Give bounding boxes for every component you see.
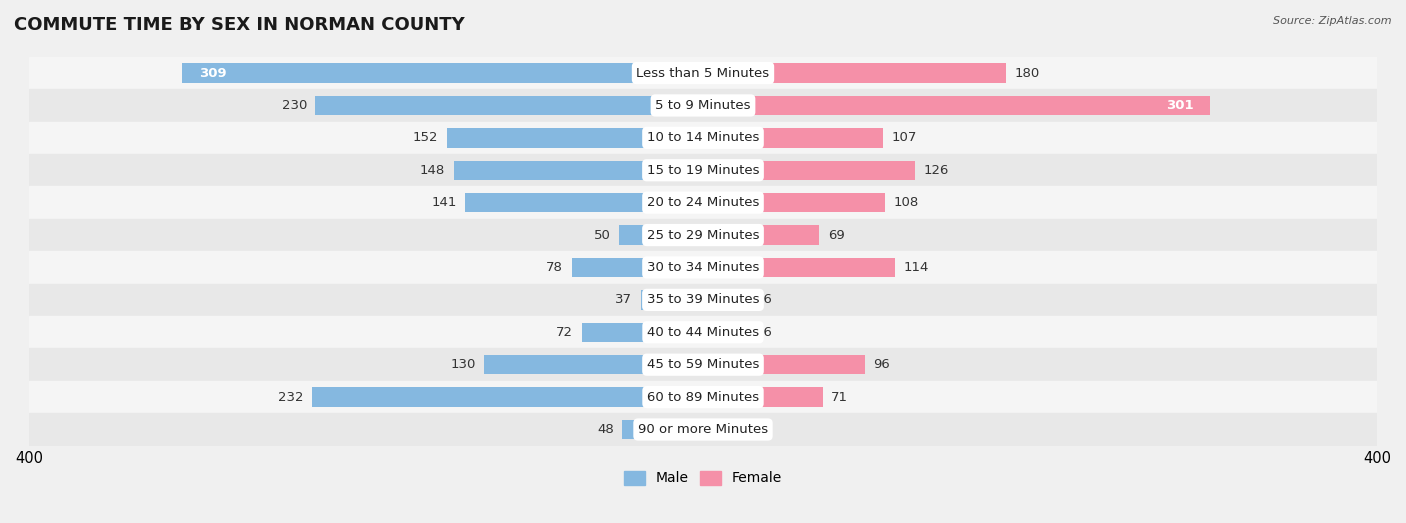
Text: 301: 301: [1166, 99, 1194, 112]
Bar: [484, 355, 703, 374]
Bar: [582, 323, 703, 342]
Text: 230: 230: [281, 99, 307, 112]
Text: 48: 48: [598, 423, 613, 436]
Text: COMMUTE TIME BY SEX IN NORMAN COUNTY: COMMUTE TIME BY SEX IN NORMAN COUNTY: [14, 16, 465, 33]
Text: 50: 50: [593, 229, 610, 242]
Bar: [30, 154, 1376, 187]
Bar: [703, 355, 865, 374]
Text: 40 to 44 Minutes: 40 to 44 Minutes: [647, 326, 759, 339]
Bar: [183, 63, 703, 83]
Text: 141: 141: [432, 196, 457, 209]
Bar: [315, 96, 703, 115]
Text: 20 to 24 Minutes: 20 to 24 Minutes: [647, 196, 759, 209]
Text: 130: 130: [450, 358, 475, 371]
Bar: [30, 251, 1376, 283]
Text: 30 to 34 Minutes: 30 to 34 Minutes: [647, 261, 759, 274]
Bar: [30, 316, 1376, 348]
Bar: [621, 420, 703, 439]
Text: 96: 96: [873, 358, 890, 371]
Bar: [30, 57, 1376, 89]
Bar: [30, 413, 1376, 446]
Text: 45 to 59 Minutes: 45 to 59 Minutes: [647, 358, 759, 371]
Text: 232: 232: [278, 391, 304, 404]
Bar: [30, 381, 1376, 413]
Text: 71: 71: [831, 391, 848, 404]
Bar: [703, 290, 747, 310]
Bar: [454, 161, 703, 180]
Bar: [30, 122, 1376, 154]
Text: 148: 148: [420, 164, 446, 177]
Bar: [703, 225, 820, 245]
Text: 108: 108: [893, 196, 918, 209]
Bar: [703, 388, 823, 407]
Text: 126: 126: [924, 164, 949, 177]
Text: 16: 16: [738, 423, 755, 436]
Text: 69: 69: [828, 229, 845, 242]
Bar: [641, 290, 703, 310]
Bar: [312, 388, 703, 407]
Text: 114: 114: [904, 261, 929, 274]
Bar: [447, 128, 703, 147]
Text: 78: 78: [547, 261, 564, 274]
Text: 35 to 39 Minutes: 35 to 39 Minutes: [647, 293, 759, 306]
Text: Source: ZipAtlas.com: Source: ZipAtlas.com: [1274, 16, 1392, 26]
Bar: [30, 283, 1376, 316]
Text: 26: 26: [755, 326, 772, 339]
Bar: [703, 161, 915, 180]
Text: 72: 72: [557, 326, 574, 339]
Legend: Male, Female: Male, Female: [624, 471, 782, 485]
Bar: [30, 348, 1376, 381]
Bar: [465, 193, 703, 212]
Text: 25 to 29 Minutes: 25 to 29 Minutes: [647, 229, 759, 242]
Text: Less than 5 Minutes: Less than 5 Minutes: [637, 66, 769, 79]
Text: 10 to 14 Minutes: 10 to 14 Minutes: [647, 131, 759, 144]
Bar: [703, 258, 896, 277]
Bar: [703, 128, 883, 147]
Text: 152: 152: [413, 131, 439, 144]
Bar: [30, 187, 1376, 219]
Text: 107: 107: [891, 131, 917, 144]
Text: 309: 309: [200, 66, 226, 79]
Bar: [30, 219, 1376, 251]
Text: 90 or more Minutes: 90 or more Minutes: [638, 423, 768, 436]
Bar: [619, 225, 703, 245]
Text: 26: 26: [755, 293, 772, 306]
Text: 5 to 9 Minutes: 5 to 9 Minutes: [655, 99, 751, 112]
Bar: [703, 63, 1007, 83]
Text: 60 to 89 Minutes: 60 to 89 Minutes: [647, 391, 759, 404]
Bar: [572, 258, 703, 277]
Text: 15 to 19 Minutes: 15 to 19 Minutes: [647, 164, 759, 177]
Bar: [703, 96, 1211, 115]
Bar: [703, 420, 730, 439]
Text: 37: 37: [616, 293, 633, 306]
Bar: [703, 193, 884, 212]
Text: 180: 180: [1015, 66, 1040, 79]
Bar: [703, 323, 747, 342]
Bar: [30, 89, 1376, 122]
